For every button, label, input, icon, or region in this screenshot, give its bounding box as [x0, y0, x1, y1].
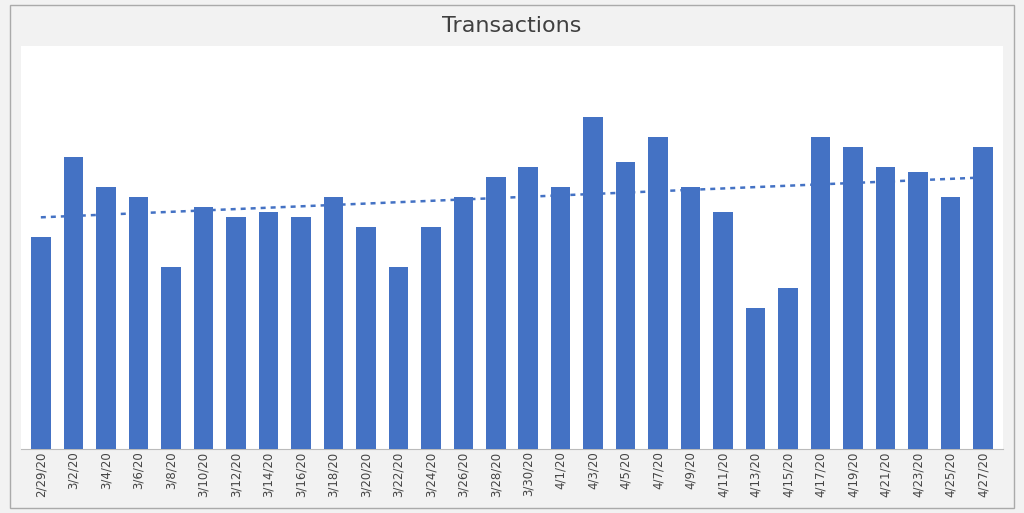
Bar	[518, 167, 538, 448]
Bar	[31, 238, 50, 448]
Bar	[129, 197, 148, 448]
Bar	[454, 197, 473, 448]
Bar	[876, 167, 895, 448]
Bar	[811, 136, 830, 448]
Bar	[226, 217, 246, 448]
Title: Transactions: Transactions	[442, 16, 582, 36]
Bar	[324, 197, 343, 448]
Bar	[161, 267, 180, 448]
Bar	[291, 217, 310, 448]
Bar	[648, 136, 668, 448]
Bar	[258, 212, 279, 448]
Bar	[584, 116, 603, 448]
Bar	[421, 227, 440, 448]
Bar	[941, 197, 961, 448]
Bar	[714, 212, 733, 448]
Bar	[356, 227, 376, 448]
Bar	[551, 187, 570, 448]
Bar	[844, 147, 863, 448]
Bar	[63, 157, 83, 448]
Bar	[778, 288, 798, 448]
Bar	[486, 177, 506, 448]
Bar	[194, 207, 213, 448]
Bar	[681, 187, 700, 448]
Bar	[974, 147, 993, 448]
Bar	[96, 187, 116, 448]
Bar	[388, 267, 408, 448]
Bar	[745, 308, 766, 448]
Bar	[908, 172, 928, 448]
Bar	[616, 162, 636, 448]
